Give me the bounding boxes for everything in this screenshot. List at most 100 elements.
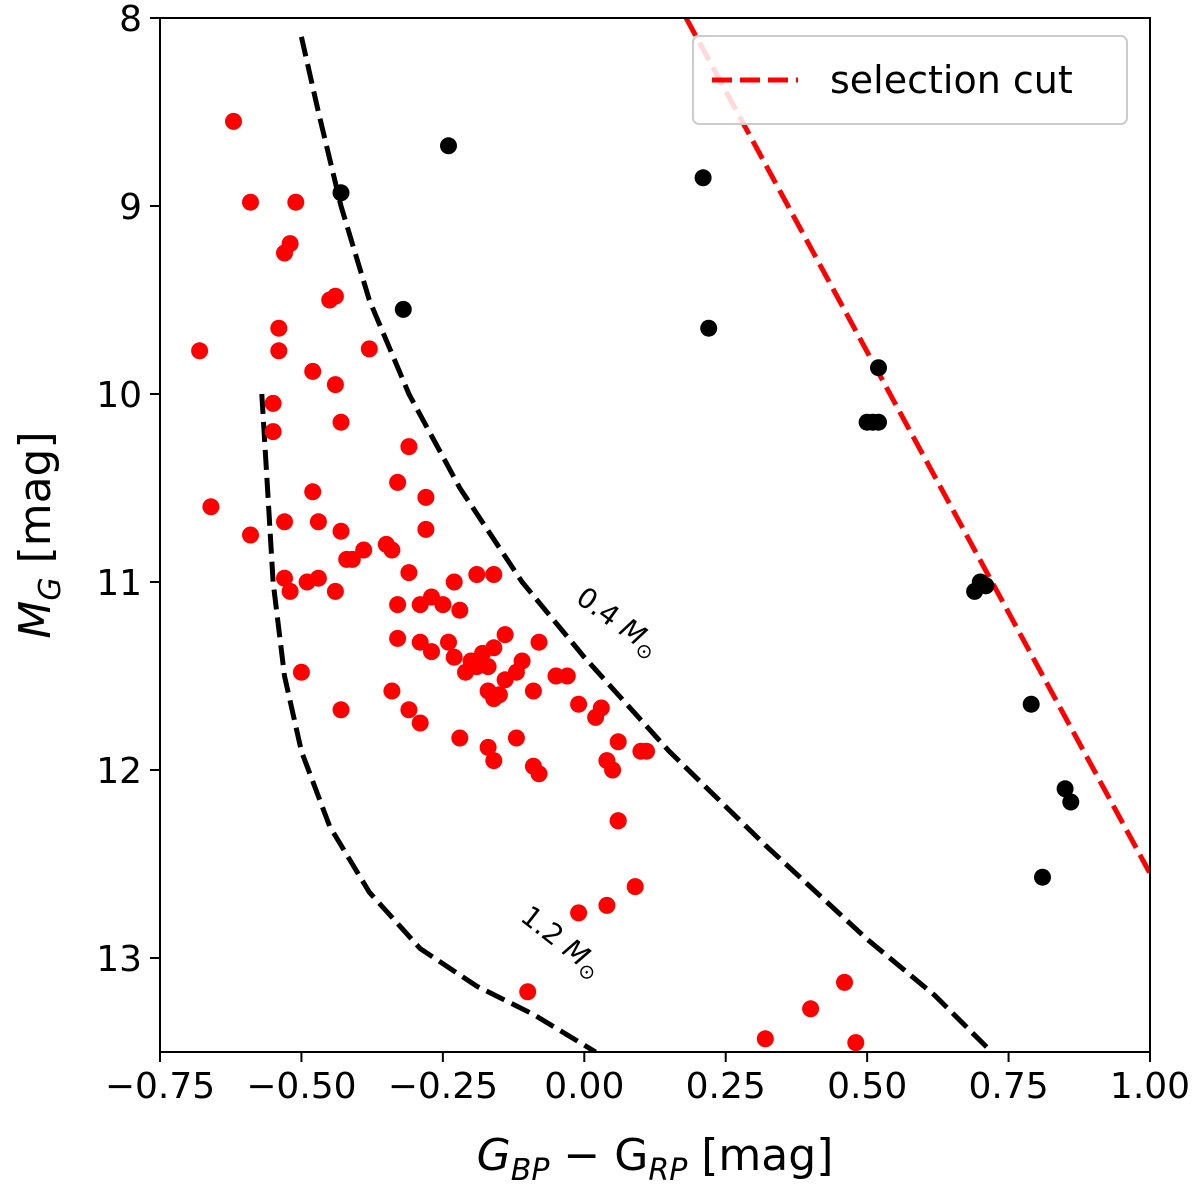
data-point xyxy=(377,535,395,553)
y-axis: 8 9 10 11 12 13 xyxy=(96,0,160,980)
data-point xyxy=(479,738,497,756)
data-point xyxy=(389,473,407,491)
data-point xyxy=(468,566,486,583)
data-point xyxy=(490,686,508,704)
data-point xyxy=(756,1030,774,1048)
data-point xyxy=(270,319,288,337)
legend: selection cut xyxy=(692,35,1128,125)
data-point xyxy=(445,573,463,591)
data-point xyxy=(479,658,497,676)
data-point xyxy=(530,765,548,783)
data-point xyxy=(1062,793,1080,811)
x-tick-label: 0.25 xyxy=(686,1066,766,1107)
data-point xyxy=(264,423,282,441)
data-point xyxy=(242,526,259,544)
data-point xyxy=(519,983,537,1001)
data-point xyxy=(242,193,259,211)
data-point xyxy=(440,633,457,651)
data-point xyxy=(400,438,418,456)
y-tick-label: 8 xyxy=(119,0,142,40)
x-tick-label: 1.00 xyxy=(1110,1066,1190,1107)
data-point xyxy=(524,682,542,700)
data-point xyxy=(870,359,887,377)
data-point xyxy=(485,566,503,583)
data-point xyxy=(434,596,452,614)
x-tick-label: −0.50 xyxy=(246,1066,356,1107)
data-point xyxy=(451,601,469,619)
data-point xyxy=(281,582,299,600)
data-point xyxy=(870,413,887,431)
y-tick-label: 9 xyxy=(119,187,142,228)
data-point xyxy=(802,1000,820,1018)
y-tick-label: 12 xyxy=(96,751,142,792)
data-point xyxy=(558,667,576,685)
data-point xyxy=(445,648,463,666)
y-tick-label: 13 xyxy=(96,939,142,980)
data-point xyxy=(309,513,327,531)
data-point xyxy=(451,729,469,747)
x-tick-label: −0.75 xyxy=(105,1066,215,1107)
data-point xyxy=(270,342,288,360)
data-point xyxy=(530,633,548,651)
data-point xyxy=(411,633,429,651)
x-tick-label: 0.50 xyxy=(827,1066,907,1107)
data-point xyxy=(592,699,610,717)
data-point xyxy=(694,169,712,187)
x-axis-label: GBP − GRP [mag] xyxy=(477,1130,834,1188)
data-point xyxy=(276,569,293,587)
series-selected xyxy=(191,112,865,1052)
data-point xyxy=(389,596,407,614)
data-point xyxy=(638,742,655,760)
data-point xyxy=(321,291,339,309)
data-point xyxy=(304,483,322,501)
data-point xyxy=(202,498,220,516)
selection-cut-line xyxy=(683,18,1150,875)
data-point xyxy=(423,643,440,661)
data-point xyxy=(264,394,282,412)
data-point xyxy=(326,582,344,600)
legend-box xyxy=(692,35,1128,125)
data-point xyxy=(287,193,305,211)
data-point xyxy=(276,244,293,262)
data-point xyxy=(326,376,344,394)
data-point xyxy=(417,488,435,506)
data-point xyxy=(355,541,373,559)
track-curve-1-2 xyxy=(259,393,597,1052)
x-tick-label: −0.25 xyxy=(388,1066,498,1107)
y-tick-label: 10 xyxy=(96,375,142,416)
data-point xyxy=(700,319,718,337)
data-point xyxy=(1034,868,1051,886)
data-point xyxy=(496,626,514,644)
data-point xyxy=(298,573,316,591)
data-point xyxy=(836,973,853,991)
x-tick-label: 0.00 xyxy=(544,1066,624,1107)
plot-area: 0.4 M⊙1.2 M⊙ xyxy=(191,18,1150,1052)
data-point xyxy=(338,550,356,568)
x-tick-label: 0.75 xyxy=(968,1066,1048,1107)
data-point xyxy=(332,701,350,719)
data-point xyxy=(485,752,503,770)
data-point xyxy=(1022,695,1040,713)
data-point xyxy=(570,904,588,922)
data-point xyxy=(626,878,644,896)
data-point xyxy=(394,300,412,318)
data-point xyxy=(332,184,350,202)
data-point xyxy=(304,362,322,380)
data-point xyxy=(191,342,209,360)
data-point xyxy=(598,896,616,914)
data-point xyxy=(417,520,435,538)
x-axis: −0.75 −0.50 −0.25 0.00 0.25 0.50 0.75 1.00 xyxy=(105,1052,1190,1107)
y-axis-label: MG [mag] xyxy=(10,431,68,638)
data-point xyxy=(507,729,525,747)
axes-frame xyxy=(159,17,1151,1053)
data-point xyxy=(332,413,350,431)
data-point xyxy=(485,639,503,657)
data-point xyxy=(513,652,531,670)
data-point xyxy=(383,682,401,700)
data-point xyxy=(609,733,627,751)
data-point xyxy=(332,522,350,540)
data-point xyxy=(389,629,407,647)
data-point xyxy=(462,652,480,670)
legend-label-selection-cut: selection cut xyxy=(830,58,1073,102)
